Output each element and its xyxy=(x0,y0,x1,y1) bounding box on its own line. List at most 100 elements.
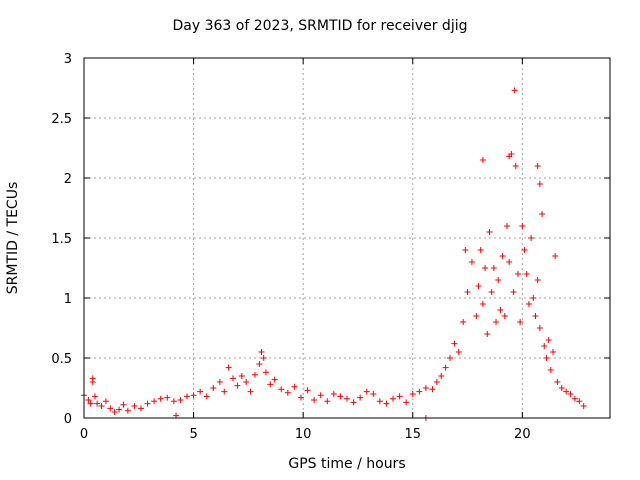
data-point xyxy=(87,400,94,407)
data-point xyxy=(291,383,298,390)
x-tick-label: 10 xyxy=(295,427,312,442)
y-tick-label: 1.5 xyxy=(51,232,72,247)
data-point xyxy=(490,265,497,271)
data-point xyxy=(350,399,357,406)
data-point xyxy=(528,235,535,241)
data-point xyxy=(111,409,118,415)
data-point xyxy=(262,369,269,376)
data-point xyxy=(532,313,539,319)
data-point xyxy=(164,394,171,401)
data-point xyxy=(256,361,263,367)
data-point xyxy=(221,388,228,395)
data-point xyxy=(383,400,390,407)
data-point xyxy=(317,392,324,399)
data-point xyxy=(210,385,217,391)
data-point xyxy=(234,382,241,389)
axis-ticks xyxy=(83,57,610,419)
data-point xyxy=(525,301,532,307)
data-point xyxy=(541,343,548,349)
data-point xyxy=(98,403,105,409)
data-point xyxy=(89,379,96,385)
data-point xyxy=(197,388,204,395)
data-point xyxy=(433,379,440,385)
data-point xyxy=(116,406,123,413)
y-tick-label: 0.5 xyxy=(51,352,72,367)
data-point xyxy=(184,393,191,400)
data-point xyxy=(357,394,364,401)
data-point xyxy=(517,319,524,325)
data-point xyxy=(512,163,519,169)
data-point xyxy=(539,211,546,217)
data-point xyxy=(438,373,445,379)
data-point xyxy=(267,381,274,388)
data-point xyxy=(120,401,127,408)
y-tick-label: 2.5 xyxy=(51,112,72,127)
data-points xyxy=(81,87,587,421)
data-point xyxy=(370,391,377,397)
data-point xyxy=(442,364,449,371)
data-point xyxy=(422,385,429,391)
data-point xyxy=(545,337,552,343)
data-point xyxy=(519,223,526,229)
data-point xyxy=(473,313,480,319)
data-point xyxy=(311,397,318,403)
data-point xyxy=(571,395,578,402)
data-point xyxy=(157,395,164,402)
y-tick-label: 1 xyxy=(64,292,72,307)
chart-title: Day 363 of 2023, SRMTID for receiver dji… xyxy=(172,18,468,34)
data-point xyxy=(94,400,101,407)
data-point xyxy=(514,271,521,277)
data-point xyxy=(501,313,508,319)
data-point xyxy=(521,247,528,253)
data-point xyxy=(534,163,541,169)
x-tick-label: 20 xyxy=(514,427,531,442)
data-point xyxy=(230,375,237,382)
data-point xyxy=(304,387,311,394)
data-point xyxy=(482,265,489,271)
data-point xyxy=(503,223,510,229)
data-point xyxy=(576,398,583,405)
grid-lines xyxy=(84,58,610,418)
data-point xyxy=(85,397,92,403)
data-point xyxy=(170,398,177,405)
data-point xyxy=(558,385,565,391)
data-point xyxy=(484,331,491,337)
data-point xyxy=(190,392,197,399)
data-point xyxy=(243,379,250,385)
data-point xyxy=(479,301,486,307)
y-tick-label: 2 xyxy=(64,172,72,187)
x-tick-label: 5 xyxy=(189,427,197,442)
data-point xyxy=(258,349,265,355)
data-point xyxy=(547,367,554,373)
data-point xyxy=(216,379,223,385)
data-point xyxy=(510,289,517,295)
data-point xyxy=(238,373,245,379)
data-point xyxy=(506,259,513,265)
data-point xyxy=(567,391,574,397)
data-point xyxy=(447,355,454,361)
data-point xyxy=(403,399,410,406)
data-point xyxy=(479,157,486,163)
data-point xyxy=(536,181,543,187)
data-point xyxy=(396,393,403,400)
data-point xyxy=(102,398,109,405)
data-point xyxy=(278,386,285,393)
data-point xyxy=(530,295,537,301)
x-tick-labels: 0 5 10 15 20 xyxy=(80,427,531,442)
y-tick-labels: 0 0.5 1 1.5 2 2.5 3 xyxy=(51,52,72,427)
data-point xyxy=(137,405,144,412)
data-point xyxy=(554,379,561,385)
x-axis-label: GPS time / hours xyxy=(288,456,406,472)
data-point xyxy=(497,307,504,313)
data-point xyxy=(144,400,151,407)
data-point xyxy=(580,403,587,409)
data-point xyxy=(251,371,258,378)
data-point xyxy=(523,271,530,277)
data-point xyxy=(563,388,570,395)
data-point xyxy=(552,253,559,259)
data-point xyxy=(455,349,462,355)
data-point xyxy=(330,391,337,397)
data-point xyxy=(536,325,543,331)
data-point xyxy=(247,388,254,395)
y-tick-label: 3 xyxy=(64,52,72,67)
